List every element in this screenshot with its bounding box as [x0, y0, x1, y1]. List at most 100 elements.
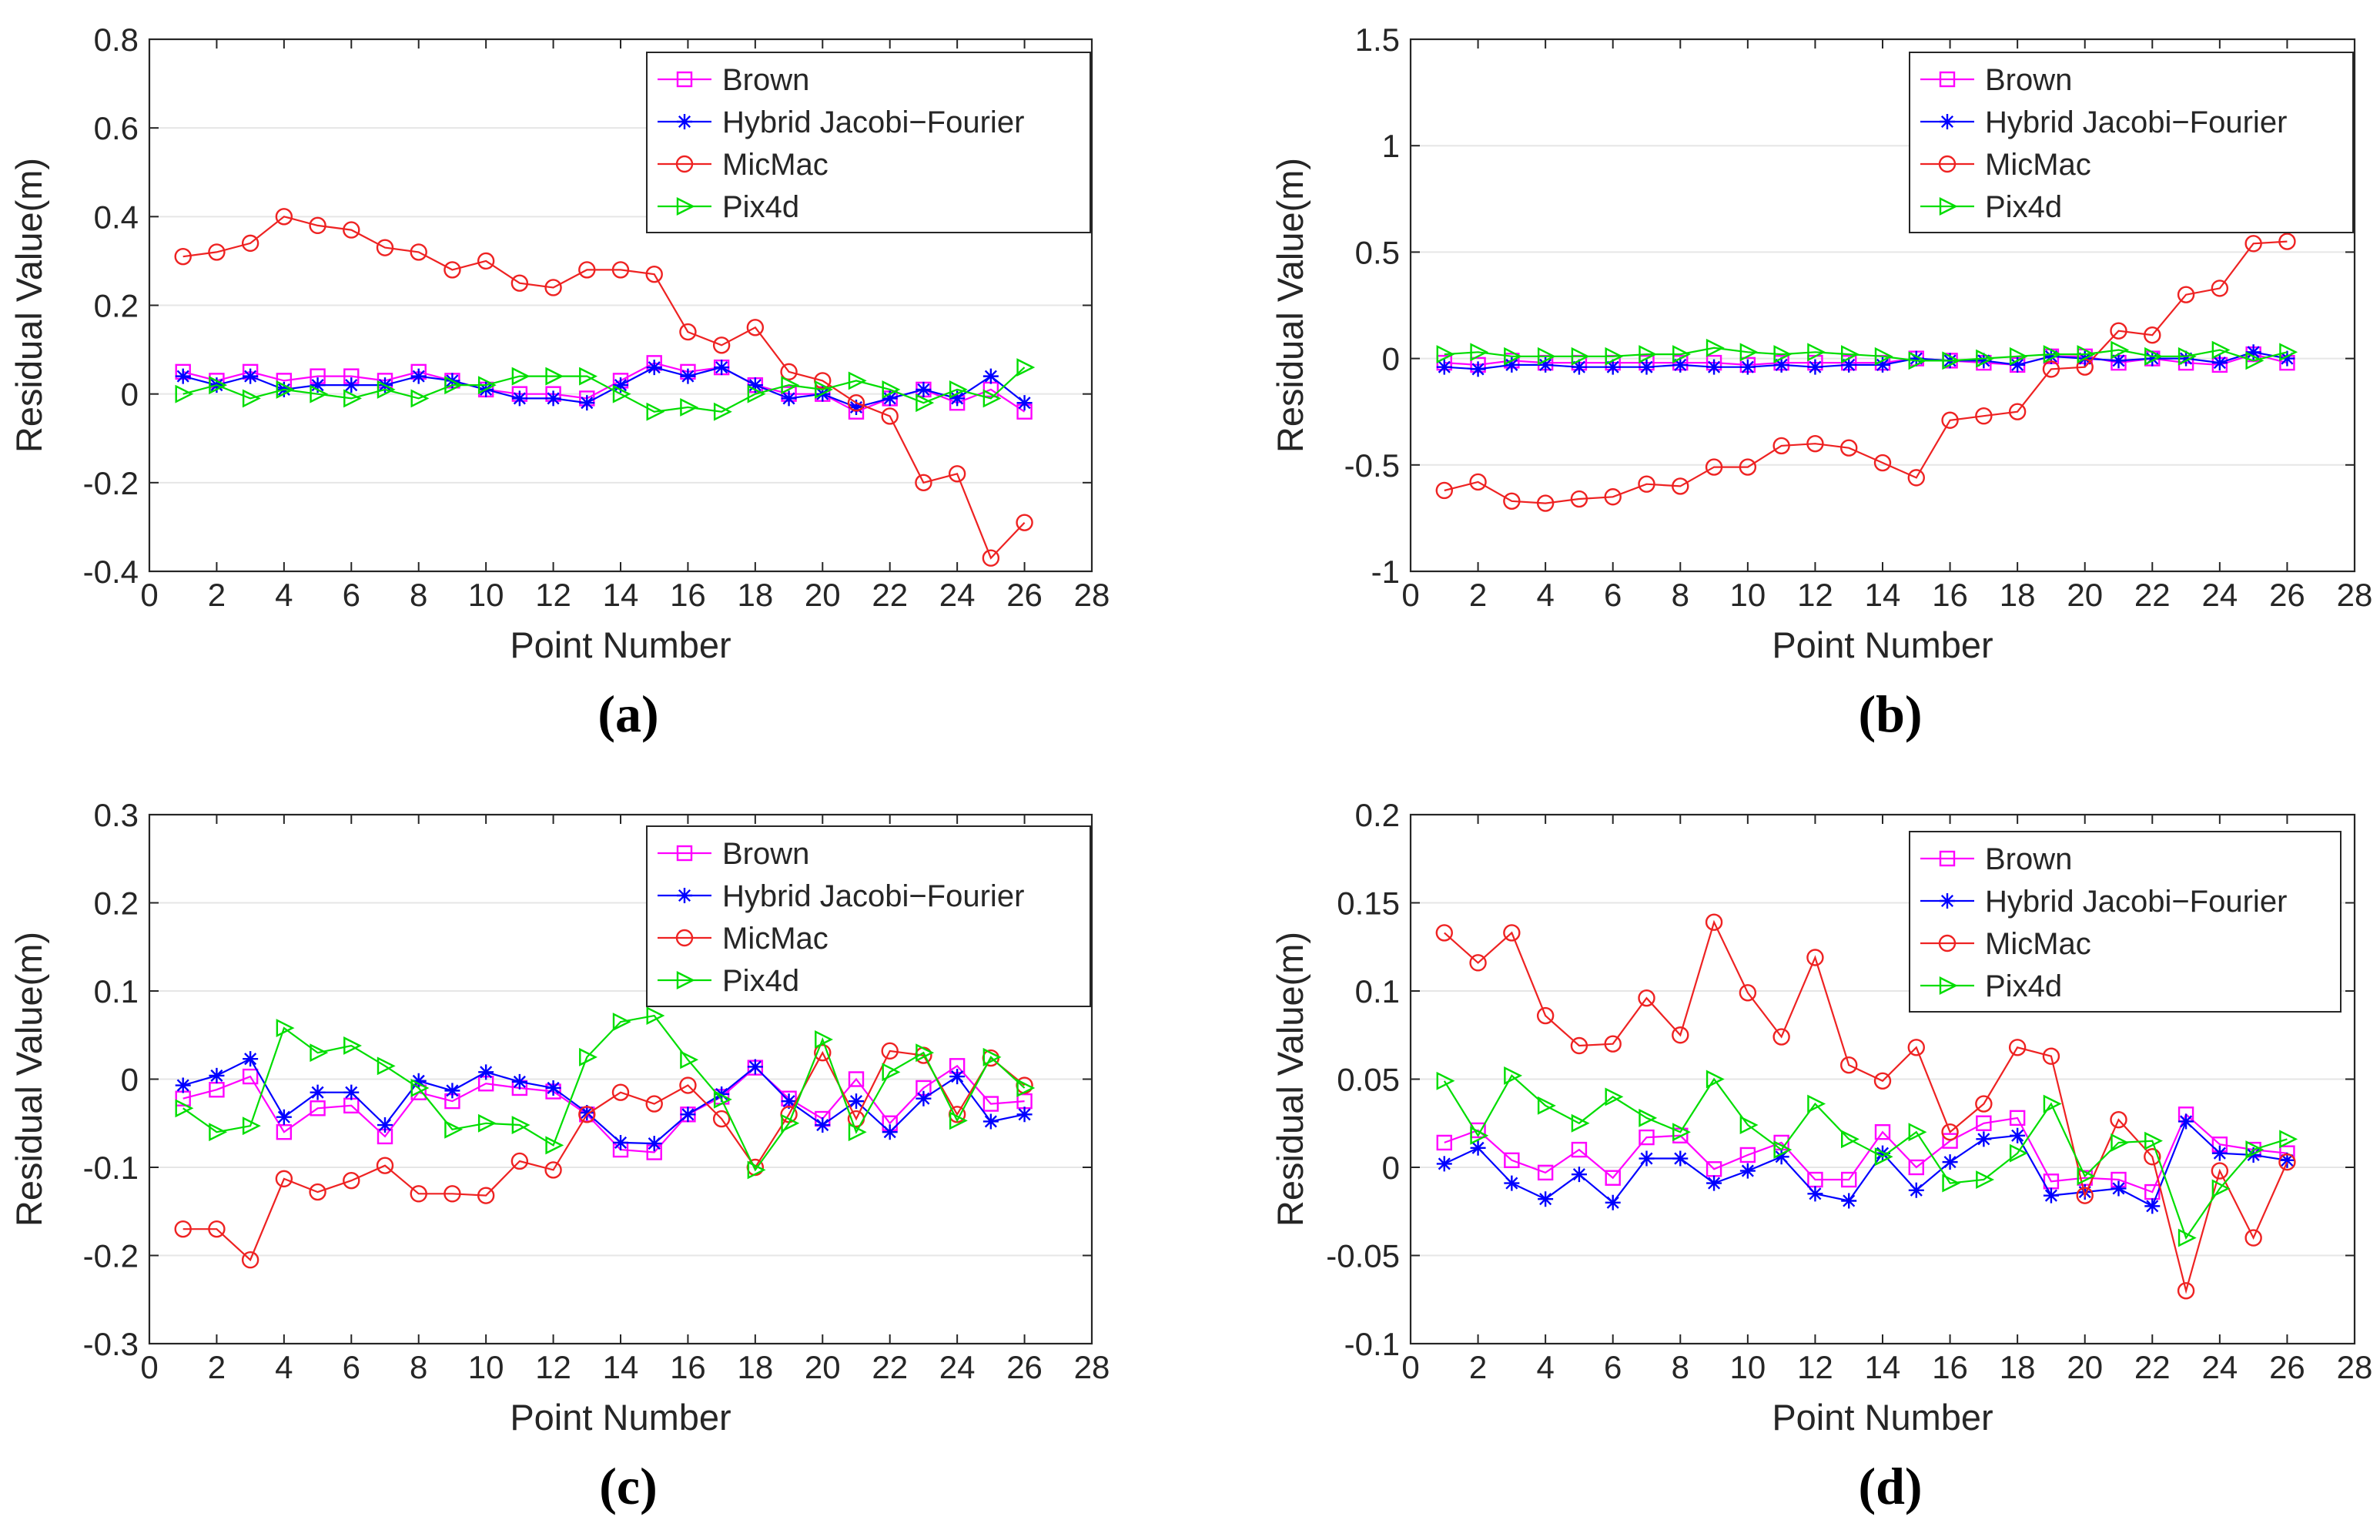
data-point [2244, 235, 2262, 253]
series-line [1444, 1113, 2288, 1194]
x-tick-label: 26 [1006, 577, 1043, 613]
x-tick-label: 6 [343, 577, 360, 613]
x-tick-label: 4 [275, 577, 293, 613]
legend-marker [1939, 850, 1956, 867]
x-tick-label: 24 [939, 577, 976, 613]
data-point [1436, 1134, 1452, 1151]
data-point [680, 1050, 699, 1070]
data-point [1841, 357, 1857, 373]
legend-marker [1938, 155, 1957, 173]
y-axis-label: Residual Value(m) [8, 932, 49, 1227]
data-point [275, 208, 293, 226]
data-point [579, 1105, 595, 1121]
x-tick-label: 6 [1604, 577, 1622, 613]
data-point [1571, 1141, 1588, 1158]
x-tick-label: 22 [872, 577, 908, 613]
data-point [343, 221, 360, 239]
data-point [377, 1056, 396, 1076]
data-point [310, 1084, 326, 1100]
data-point [882, 1124, 898, 1140]
data-point [916, 393, 935, 413]
data-point [510, 274, 529, 292]
data-point [343, 1036, 362, 1055]
series-hybrid-jacobi-fourier [175, 1051, 1033, 1152]
chart-panel-c: 0 2 4 6 8 10 12 14 16 18 20 22 24 26 28-0.3-0.2-0.100.… [8, 797, 1110, 1515]
data-point [2009, 1110, 2026, 1127]
x-axis-label: Point Number [510, 624, 731, 665]
data-point [2211, 1145, 2228, 1161]
legend-box [1909, 831, 2342, 1013]
chart-panel-d: 0 2 4 6 8 10 12 14 16 18 20 22 24 26 28-0.1-0.0500.050… [1270, 797, 2372, 1515]
x-tick-label: 10 [1729, 577, 1766, 613]
legend-label: Brown [1985, 842, 2072, 876]
y-tick-label: -0.4 [83, 554, 139, 590]
x-tick-label: 0 [140, 577, 158, 613]
x-tick-label: 12 [535, 1349, 571, 1385]
data-point [1739, 1116, 1759, 1134]
data-point [376, 1157, 394, 1174]
data-point [2008, 1039, 2027, 1056]
data-point [1942, 1133, 1958, 1149]
data-point [1705, 913, 1723, 931]
data-point [343, 389, 362, 408]
x-tick-label: 6 [1604, 1349, 1622, 1385]
data-point [781, 376, 800, 395]
data-point [1638, 989, 1655, 1007]
data-point [1504, 1175, 1520, 1191]
data-point [1873, 454, 1892, 472]
data-point [747, 384, 766, 403]
data-point [747, 1160, 766, 1180]
data-point [882, 380, 901, 399]
data-point [376, 239, 394, 256]
data-point [2245, 351, 2265, 370]
legend-label: Hybrid Jacobi−Fourier [722, 105, 1024, 139]
data-point [1469, 473, 1487, 491]
data-point [916, 381, 932, 397]
y-tick-label: 0.05 [1337, 1062, 1400, 1098]
data-point [1976, 1115, 1992, 1131]
data-point [680, 368, 696, 384]
x-tick-label: 2 [208, 1349, 226, 1385]
data-point [849, 399, 864, 415]
x-tick-label: 20 [805, 1349, 841, 1385]
data-point [2177, 286, 2195, 303]
data-point [1504, 1152, 1520, 1169]
data-point [175, 1077, 191, 1093]
data-point [2111, 1180, 2127, 1197]
legend-label: Pix4d [1985, 190, 2062, 224]
data-point [645, 265, 663, 283]
chart-panel-b: 0 2 4 6 8 10 12 14 16 18 20 22 24 26 28-1-0.500.511.5P… [1270, 22, 2372, 743]
data-point [1806, 949, 1824, 966]
data-point [1975, 407, 1993, 425]
legend-label: MicMac [1985, 148, 2091, 182]
data-point [747, 377, 763, 393]
data-point [1942, 1173, 1961, 1193]
data-point [2043, 1094, 2062, 1113]
legend: Brown Hybrid Jacobi−Fourier MicMac Pix4d [1909, 831, 2342, 1013]
data-point [1706, 359, 1722, 375]
data-point [1840, 439, 1858, 457]
data-point [881, 1042, 899, 1060]
data-point [2110, 1110, 2127, 1129]
data-point [1874, 346, 1893, 366]
data-point [915, 474, 932, 492]
x-tick-label: 14 [1865, 1349, 1901, 1385]
data-point [712, 1110, 731, 1128]
data-point [680, 1106, 696, 1123]
x-tick-label: 0 [1401, 1349, 1419, 1385]
legend-label: Hybrid Jacobi−Fourier [1985, 105, 2287, 139]
data-point [1739, 984, 1757, 1002]
y-axis-label: Residual Value(m) [8, 158, 49, 453]
data-point [1773, 357, 1789, 373]
data-point [2211, 1179, 2231, 1198]
data-point [544, 1161, 562, 1179]
data-point [780, 363, 798, 381]
data-point [2111, 1133, 2130, 1152]
data-point [175, 384, 194, 403]
data-point [1470, 1140, 1486, 1156]
data-point [1772, 1028, 1790, 1046]
data-point [1807, 1186, 1823, 1202]
y-tick-label: 0.15 [1337, 886, 1400, 922]
data-point [1807, 1094, 1826, 1113]
data-point [1941, 1123, 1959, 1141]
